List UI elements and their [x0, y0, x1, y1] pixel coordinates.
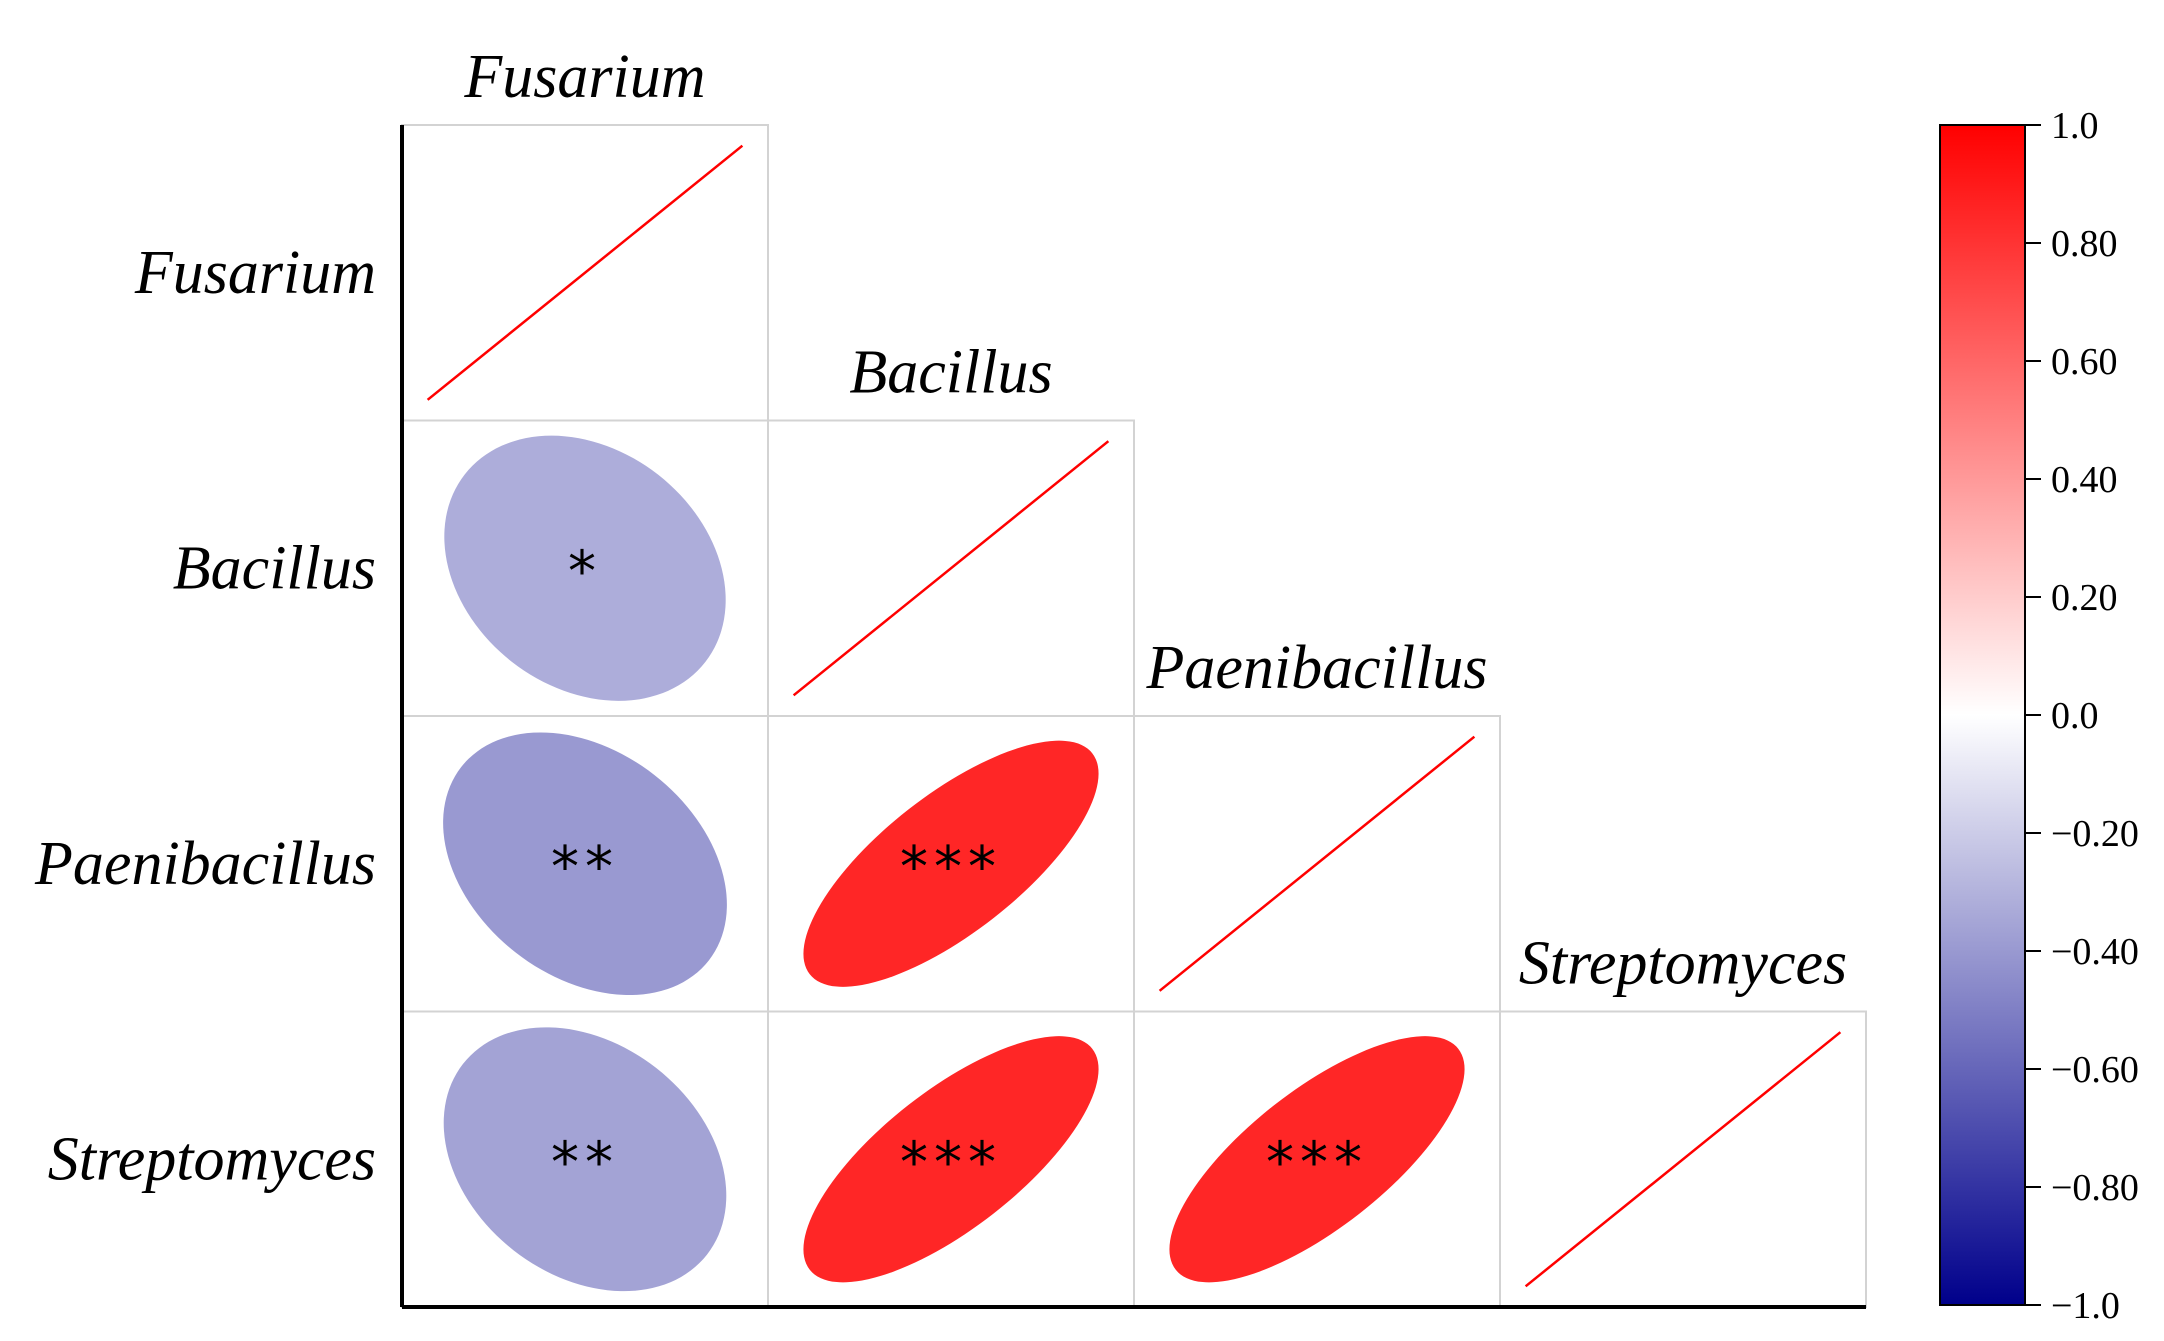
cell-streptomyces-paenibacillus: *** [1133, 1010, 1501, 1308]
colorbar-tick-label: −1.0 [2051, 1285, 2120, 1327]
row-label-fusarium: Fusarium [134, 239, 376, 307]
column-label-paenibacillus: Paenibacillus [1146, 634, 1488, 702]
colorbar-tick-label: 0.60 [2051, 341, 2118, 383]
diagonal-line [1158, 735, 1476, 992]
variable-labels: Fusarium Fusarium Bacillus Bacillus Paenibac… [34, 43, 1847, 1193]
significance-label: ** [551, 835, 619, 900]
cell-paenibacillus-fusarium: ** [401, 715, 769, 1013]
colorbar: 1.0 0.80 0.60 0.40 0.20 0.0 −0.20 −0.40 −0.60 −0.… [1939, 105, 2139, 1327]
correlation-ellipse [803, 1036, 1099, 1283]
colorbar-tick-label: 1.0 [2051, 105, 2099, 147]
significance-label: *** [900, 1130, 1002, 1195]
correlation-ellipse [444, 435, 726, 701]
colorbar-tick-label: −0.80 [2051, 1167, 2139, 1209]
correlation-ellipse [1169, 1036, 1465, 1283]
significance-label: *** [900, 835, 1002, 900]
significance-label: ** [551, 1130, 619, 1195]
diagonal-line [1524, 1031, 1842, 1288]
cell-streptomyces-bacillus: *** [767, 1010, 1135, 1308]
cell-streptomyces-fusarium: ** [401, 1010, 769, 1308]
correlation-ellipse [803, 740, 1099, 987]
significance-label: *** [1266, 1130, 1368, 1195]
cell-streptomyces-streptomyces [1499, 1010, 1867, 1308]
column-label-fusarium: Fusarium [463, 43, 705, 111]
cell-paenibacillus-paenibacillus [1133, 715, 1501, 1013]
row-label-streptomyces: Streptomyces [48, 1125, 376, 1193]
colorbar-tick-label: −0.20 [2051, 813, 2139, 855]
colorbar-tick-label: −0.40 [2051, 931, 2139, 973]
correlation-ellipse [443, 1027, 727, 1292]
colorbar-tick-label: 0.0 [2051, 695, 2099, 737]
cell-bacillus-bacillus [767, 419, 1135, 717]
axes [400, 125, 1866, 1309]
diagonal-line [792, 440, 1110, 697]
diagonal-line [426, 144, 744, 401]
colorbar-tick-label: 0.20 [2051, 577, 2118, 619]
colorbar-tick-label: 0.40 [2051, 459, 2118, 501]
row-label-paenibacillus: Paenibacillus [34, 830, 376, 898]
significance-label: * [568, 539, 602, 604]
colorbar-gradient [1939, 124, 2026, 1306]
column-label-streptomyces: Streptomyces [1519, 930, 1847, 998]
cell-bacillus-fusarium: * [401, 419, 769, 717]
column-label-bacillus: Bacillus [849, 339, 1052, 407]
cell-fusarium-fusarium [401, 124, 769, 422]
correlation-ellipse [443, 732, 727, 996]
colorbar-tick-label: 0.80 [2051, 223, 2118, 265]
cell-paenibacillus-bacillus: *** [767, 715, 1135, 1013]
row-label-bacillus: Bacillus [173, 534, 376, 602]
colorbar-tick-label: −0.60 [2051, 1049, 2139, 1091]
correlation-grid: *** ***** *** *** [401, 124, 1867, 1308]
